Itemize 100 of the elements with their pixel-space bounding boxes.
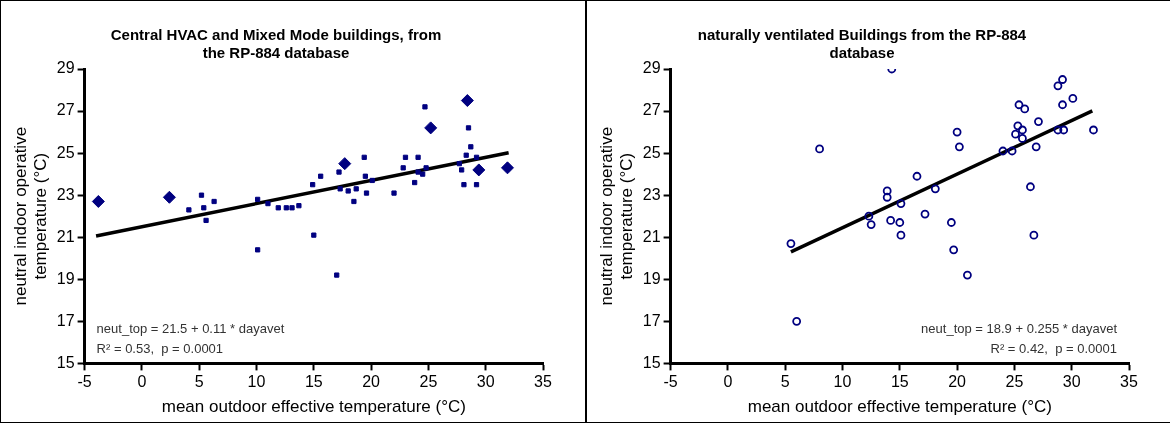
- point: [310, 182, 316, 188]
- point: [895, 218, 905, 227]
- point: [1029, 230, 1039, 240]
- point: [1068, 94, 1078, 103]
- point: [896, 230, 906, 240]
- y-tick-label: 23: [642, 185, 661, 203]
- point: [954, 142, 964, 152]
- point: [318, 173, 324, 179]
- point: [864, 211, 874, 221]
- y-tick-label: 25: [642, 143, 661, 161]
- point: [402, 154, 409, 160]
- point: [420, 171, 426, 177]
- point: [255, 247, 261, 253]
- point: [912, 171, 922, 181]
- point: [882, 186, 892, 196]
- point: [460, 94, 474, 108]
- x-tick-label: 20: [362, 373, 381, 391]
- point: [882, 192, 892, 202]
- x-tick-label: 5: [194, 373, 204, 391]
- chart-title: naturally ventilated Buildings from the RP-884 database: [697, 26, 1027, 62]
- annotation: neut_top = 21.5 + 0.11 * dayavet: [96, 321, 285, 337]
- y-tick-label: 29: [642, 59, 661, 77]
- point: [463, 152, 469, 158]
- point: [334, 272, 340, 278]
- point: [338, 157, 352, 171]
- point: [866, 220, 876, 230]
- y-tick-label: 15: [56, 353, 75, 371]
- point: [1053, 125, 1063, 135]
- point: [289, 205, 295, 211]
- y-axis-title: neutral indoor operative temperature (°C): [10, 126, 51, 306]
- point: [920, 209, 930, 219]
- point: [391, 190, 397, 196]
- annotation: R² = 0.53, p = 0.0001: [96, 341, 224, 357]
- x-tick-label: 15: [890, 373, 909, 391]
- point: [1007, 146, 1017, 156]
- x-tick-label: 5: [780, 373, 790, 391]
- x-tick-label: 0: [723, 373, 733, 391]
- point: [1020, 104, 1030, 114]
- y-tick-label: 23: [56, 185, 75, 203]
- point: [1014, 100, 1024, 110]
- point: [201, 205, 207, 211]
- point: [459, 167, 465, 173]
- point: [186, 207, 192, 213]
- y-tick-label: 29: [56, 59, 75, 77]
- y-tick-label: 17: [56, 311, 75, 329]
- point: [265, 200, 271, 207]
- x-tick-label: 20: [948, 373, 967, 391]
- point: [363, 190, 370, 196]
- point: [211, 198, 217, 205]
- point: [786, 239, 796, 248]
- point: [1018, 125, 1027, 135]
- chart-title: Central HVAC and Mixed Mode buildings, from the RP-884 database: [110, 26, 442, 62]
- point: [275, 205, 281, 211]
- point: [412, 179, 418, 186]
- y-tick-label: 21: [56, 227, 75, 245]
- point: [1031, 142, 1041, 152]
- point: [198, 192, 205, 198]
- point: [415, 154, 421, 160]
- point: [400, 165, 406, 171]
- point: [1058, 75, 1067, 84]
- point: [1089, 125, 1098, 135]
- point: [1059, 125, 1069, 135]
- point: [930, 184, 940, 194]
- point: [422, 104, 428, 110]
- y-axis-title: neutral indoor operative temperature (°C): [596, 126, 637, 306]
- point: [353, 186, 359, 192]
- point: [1011, 129, 1020, 139]
- point: [792, 316, 802, 326]
- y-tick-label: 17: [642, 311, 661, 329]
- point: [473, 154, 480, 160]
- point: [456, 161, 462, 167]
- x-tick-label: 25: [1005, 373, 1024, 391]
- point: [963, 270, 972, 280]
- point: [255, 196, 261, 202]
- y-tick-label: 21: [642, 227, 661, 245]
- point: [468, 144, 474, 150]
- point: [361, 154, 367, 160]
- point: [949, 245, 959, 255]
- y-tick-label: 19: [642, 269, 661, 287]
- point: [473, 182, 480, 188]
- point: [415, 169, 421, 175]
- point: [162, 190, 176, 204]
- point: [345, 188, 351, 194]
- x-axis-title: mean outdoor effective temperature (°C): [747, 397, 1052, 417]
- point: [423, 165, 429, 171]
- point: [461, 182, 467, 188]
- x-tick-label: 0: [137, 373, 147, 391]
- point: [1053, 81, 1063, 91]
- point: [886, 216, 896, 225]
- x-tick-label: 35: [1120, 373, 1138, 391]
- point: [369, 177, 375, 184]
- y-tick-label: 27: [56, 101, 75, 119]
- x-tick-label: 30: [1062, 373, 1081, 391]
- x-tick-label: 10: [247, 373, 266, 391]
- y-tick-label: 27: [642, 101, 661, 119]
- point: [472, 163, 486, 177]
- point: [337, 186, 343, 192]
- point: [896, 199, 906, 208]
- point: [952, 127, 962, 137]
- point: [351, 198, 357, 205]
